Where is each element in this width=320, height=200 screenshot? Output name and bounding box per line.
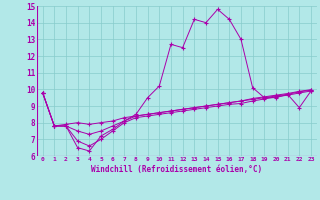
X-axis label: Windchill (Refroidissement éolien,°C): Windchill (Refroidissement éolien,°C) — [91, 165, 262, 174]
